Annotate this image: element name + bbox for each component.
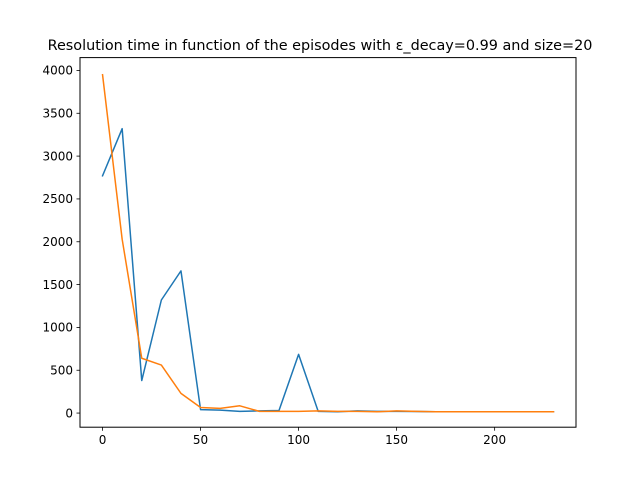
plot-frame bbox=[79, 57, 577, 428]
y-tick-label: 2500 bbox=[42, 192, 73, 206]
series-line-1 bbox=[101, 127, 555, 413]
y-tick-label: 4000 bbox=[42, 64, 73, 78]
y-tick-label: 0 bbox=[65, 406, 73, 420]
x-tick-label: 50 bbox=[193, 433, 208, 447]
axis-ticks: 0 50 100 150 2000500100015002000250030003500… bbox=[42, 64, 506, 447]
series-line-2 bbox=[101, 73, 555, 413]
y-tick-label: 2000 bbox=[42, 235, 73, 249]
series-lines bbox=[101, 73, 555, 413]
y-tick-label: 1500 bbox=[42, 278, 73, 292]
y-tick-label: 3000 bbox=[42, 149, 73, 163]
x-tick-label: 200 bbox=[483, 433, 506, 447]
y-tick-label: 1000 bbox=[42, 321, 73, 335]
y-tick-label: 500 bbox=[50, 364, 73, 378]
x-tick-label: 150 bbox=[385, 433, 408, 447]
x-tick-label: 0 bbox=[99, 433, 107, 447]
x-tick-label: 100 bbox=[287, 433, 310, 447]
y-tick-label: 3500 bbox=[42, 107, 73, 121]
chart-title: Resolution time in function of the episo… bbox=[48, 38, 593, 54]
